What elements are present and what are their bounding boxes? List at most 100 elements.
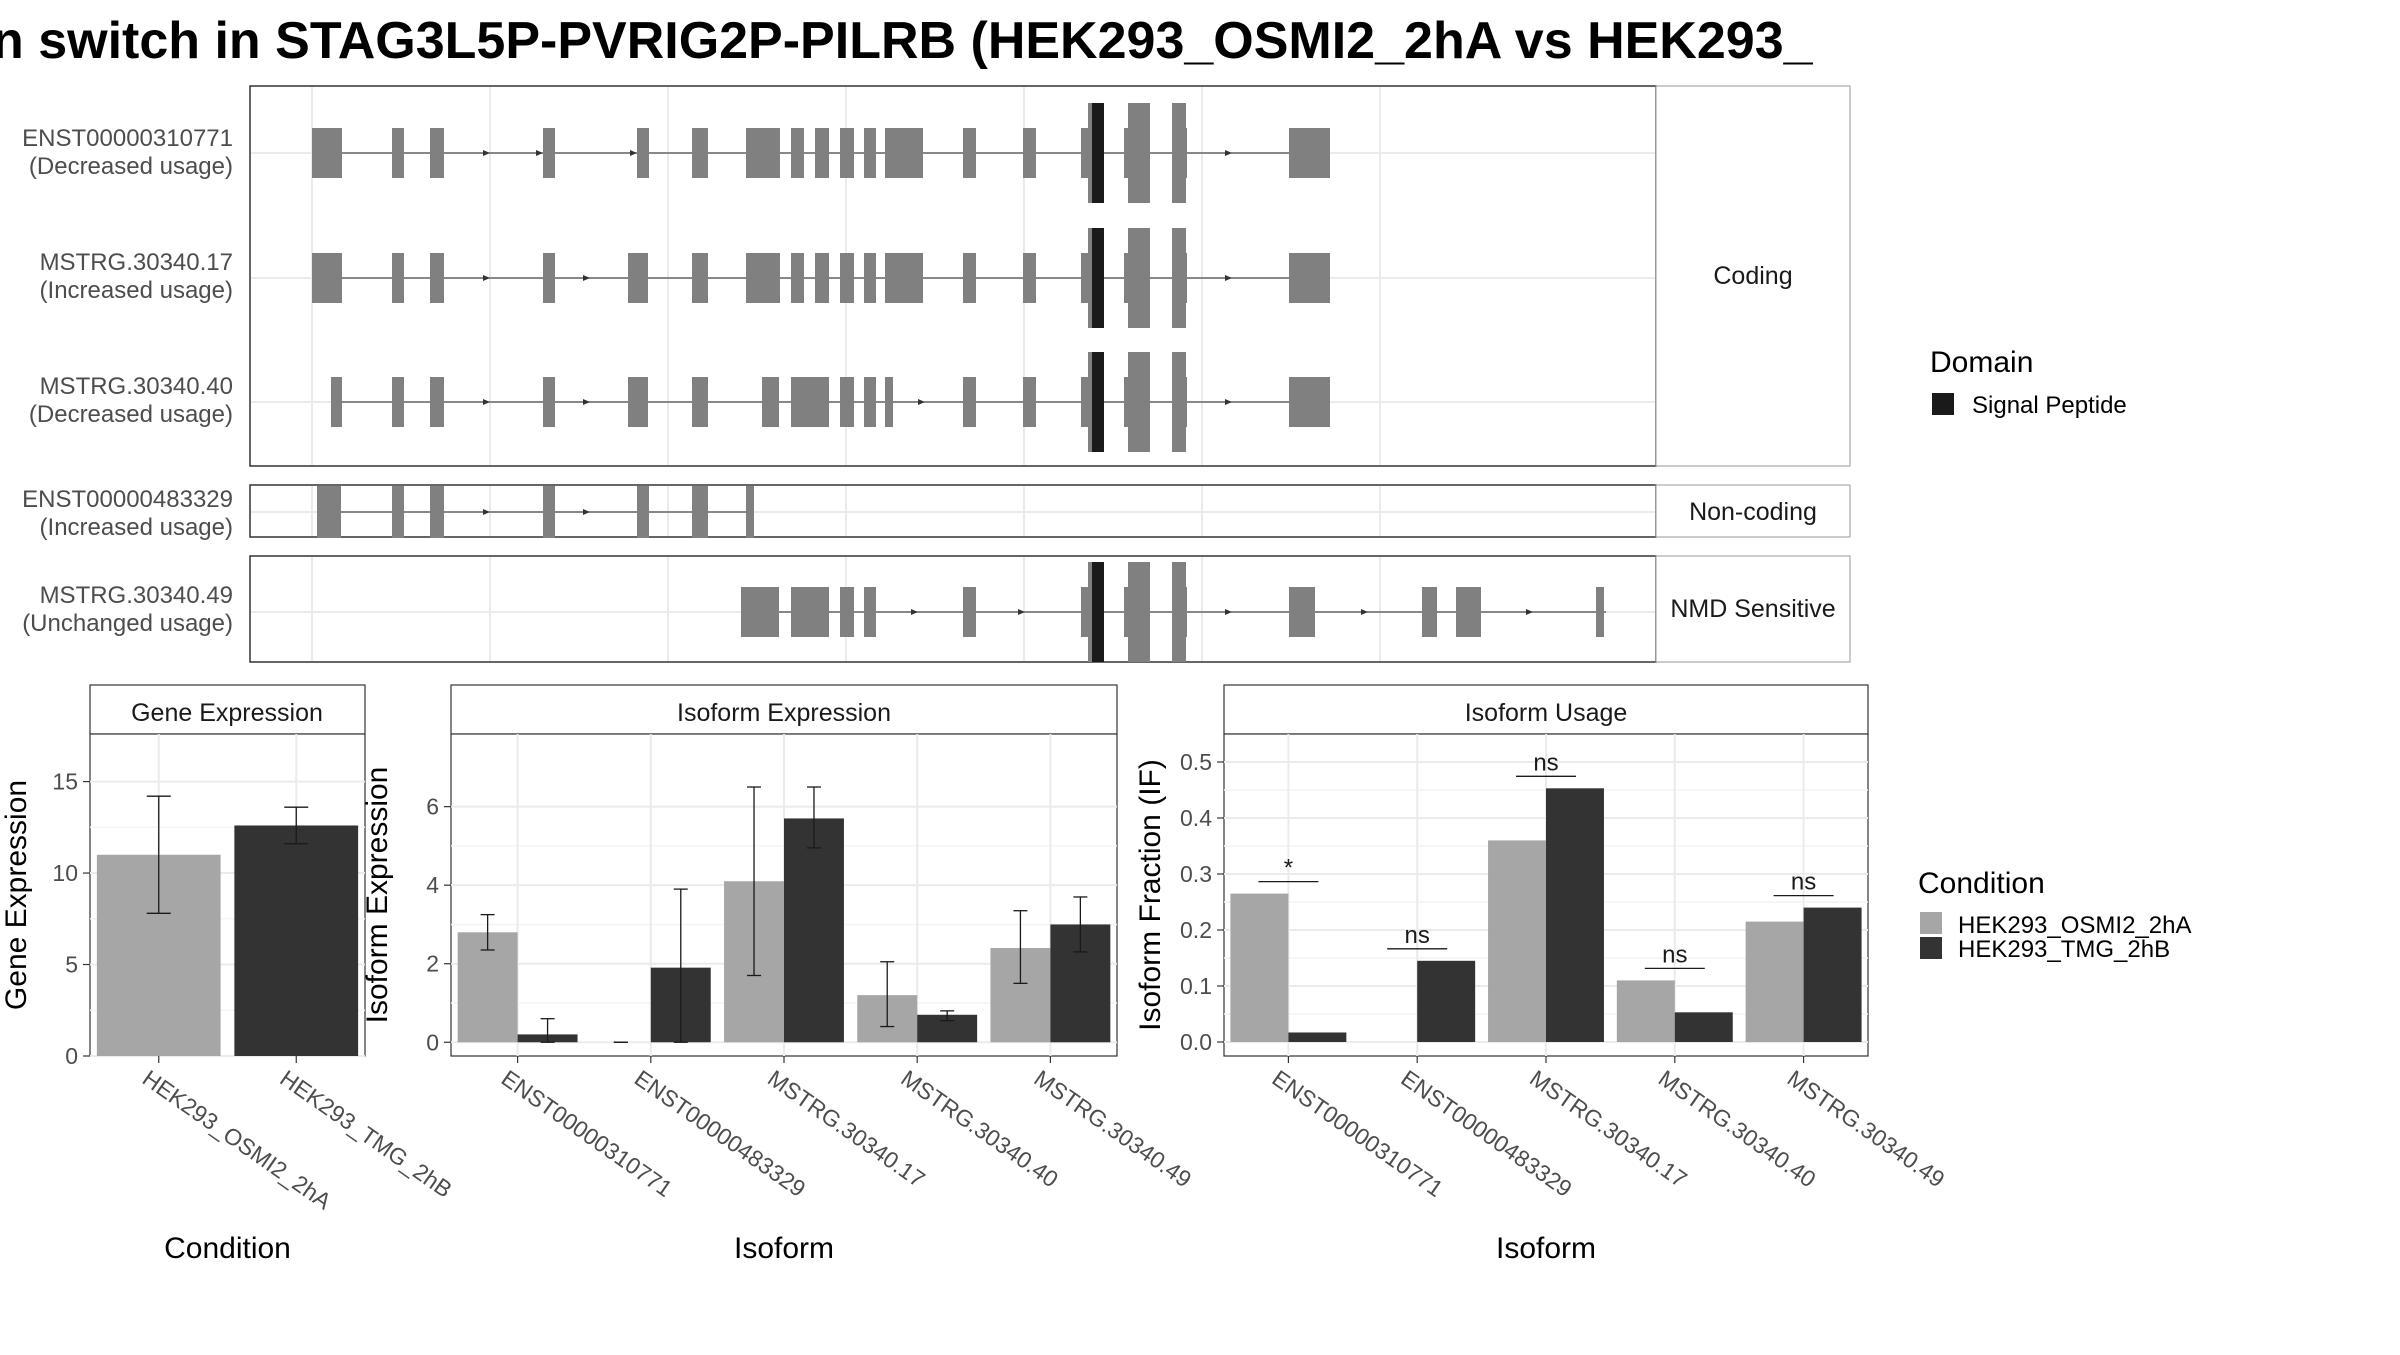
exon <box>692 253 708 303</box>
exon <box>746 486 754 538</box>
exon-cds <box>1088 228 1092 328</box>
bar <box>1803 907 1862 1042</box>
exon <box>392 128 404 178</box>
strand-arrow <box>483 150 490 156</box>
exon <box>392 377 404 427</box>
y-tick-label: 0.3 <box>1180 861 1212 887</box>
exon-cds <box>1128 562 1150 662</box>
exon <box>791 128 804 178</box>
transcript-label-3-usage: (Decreased usage) <box>29 401 233 428</box>
significance-label: ns <box>1533 749 1558 776</box>
y-axis-title: Gene Expression <box>0 780 33 1010</box>
bar <box>1417 960 1476 1042</box>
bar <box>1745 921 1804 1042</box>
strand-arrow <box>911 609 918 615</box>
exon-cds <box>1172 103 1186 203</box>
exon <box>628 253 648 303</box>
chart-2: Isoform Expression0246ENST00000310771ENS… <box>361 684 1196 1265</box>
exon-cds <box>1172 352 1186 452</box>
y-tick-label: 4 <box>426 872 439 898</box>
facet-label-coding: Coding <box>1713 262 1792 290</box>
bar <box>1546 788 1604 1042</box>
strand-arrow <box>1225 150 1232 156</box>
condition-legend: Condition HEK293_OSMI2_2hA HEK293_TMG_2h… <box>1918 867 2191 963</box>
y-tick-label: 0.5 <box>1180 749 1212 775</box>
exon <box>430 486 444 538</box>
exon <box>791 253 804 303</box>
exon <box>864 253 876 303</box>
exon <box>840 377 854 427</box>
y-tick-label: 0.0 <box>1180 1029 1212 1055</box>
strand-arrow <box>483 399 490 405</box>
domain-legend: Domain Signal Peptide <box>1930 346 2127 419</box>
exon <box>963 377 976 427</box>
exon <box>430 377 444 427</box>
condition-legend-title: Condition <box>1918 867 2045 900</box>
exon-cds <box>1128 228 1150 328</box>
exon <box>963 587 976 637</box>
exon <box>840 128 854 178</box>
bar <box>1488 840 1546 1042</box>
strand-arrow <box>583 275 590 281</box>
transcript-labels: ENST00000310771 (Decreased usage) MSTRG.… <box>22 125 233 637</box>
chart-title: Isoform Usage <box>1465 699 1628 727</box>
signal-peptide-domain <box>1092 103 1104 203</box>
bar <box>1230 893 1289 1042</box>
strand-arrow <box>1018 609 1025 615</box>
exon <box>864 377 876 427</box>
chart-strip <box>1223 684 1869 735</box>
chart-strip <box>450 684 1118 735</box>
legend-label-signal-peptide: Signal Peptide <box>1972 392 2127 419</box>
strand-arrow <box>1225 609 1232 615</box>
chart-title: Isoform Expression <box>677 699 891 727</box>
exon <box>885 253 923 303</box>
chart-strip <box>89 684 366 735</box>
transcript-label-3-id: MSTRG.30340.40 <box>40 373 233 400</box>
coding-panel-border <box>249 85 1657 467</box>
exon <box>1596 587 1604 637</box>
exon <box>864 587 876 637</box>
strand-arrow <box>483 509 490 515</box>
strand-arrow <box>630 150 637 156</box>
exon <box>543 486 555 538</box>
legend-label-condition-b: HEK293_TMG_2hB <box>1958 936 2170 963</box>
significance-label: ns <box>1405 922 1430 949</box>
signal-peptide-domain <box>1092 352 1104 452</box>
exon <box>637 486 649 538</box>
exon <box>885 377 893 427</box>
x-axis-title: Isoform <box>1496 1232 1596 1265</box>
exon <box>746 128 780 178</box>
exon <box>1023 253 1036 303</box>
exon <box>317 486 341 538</box>
y-axis-title: Isoform Fraction (IF) <box>1134 759 1167 1031</box>
strand-arrow <box>583 399 590 405</box>
x-axis-title: Isoform <box>734 1232 834 1265</box>
transcript-label-1-usage: (Decreased usage) <box>29 153 233 180</box>
exon <box>430 253 444 303</box>
transcript-panel-nmd: NMD Sensitive <box>249 555 1851 663</box>
exon <box>1290 128 1330 178</box>
bar <box>457 932 518 1043</box>
y-axis-title: Isoform Expression <box>361 767 394 1024</box>
transcript-label-4-id: ENST00000483329 <box>22 486 233 513</box>
exon <box>312 128 342 178</box>
exon <box>1422 587 1437 637</box>
bar-charts: Gene Expression051015HEK293_OSMI2_2hAHEK… <box>0 684 1949 1265</box>
y-tick-label: 10 <box>52 860 78 886</box>
nmd-panel-border <box>249 555 1657 663</box>
exon-cds <box>1088 103 1092 203</box>
exon <box>692 377 708 427</box>
strand-arrow <box>1225 275 1232 281</box>
legend-key-signal-peptide <box>1932 393 1954 415</box>
exon <box>628 377 648 427</box>
exon <box>1290 377 1330 427</box>
y-tick-label: 0.1 <box>1180 973 1212 999</box>
legend-label-condition-a: HEK293_OSMI2_2hA <box>1958 912 2191 939</box>
transcript-label-1-id: ENST00000310771 <box>22 125 233 152</box>
exon <box>543 128 555 178</box>
exon <box>692 128 708 178</box>
strand-arrow <box>483 275 490 281</box>
bar <box>784 818 844 1043</box>
exon <box>864 128 876 178</box>
